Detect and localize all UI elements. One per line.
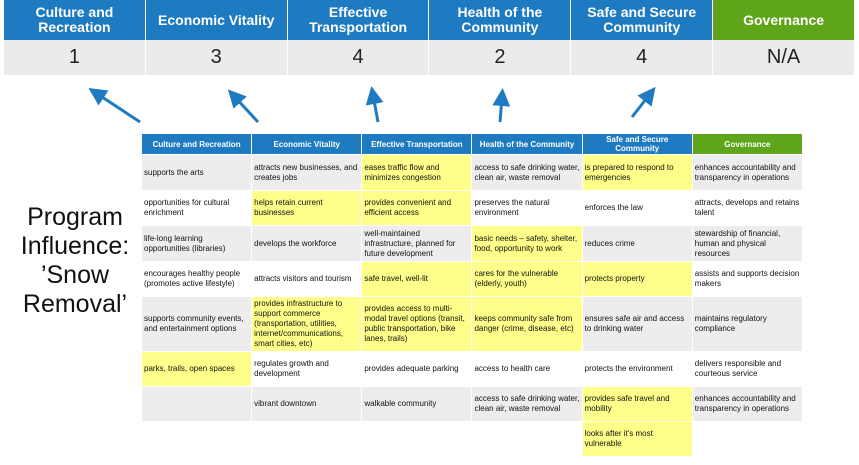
column-header: Governance [691, 133, 804, 155]
table-row: life-long learning opportunities (librar… [140, 225, 804, 262]
table-cell: life-long learning opportunities (librar… [140, 225, 253, 262]
category-score: N/A [713, 40, 855, 75]
table-cell [140, 386, 253, 422]
column-header: Effective Transportation [361, 133, 473, 155]
table-cell: is prepared to respond to emergencies [581, 154, 693, 191]
column-header: Culture and Recreation [140, 133, 253, 155]
table-cell: opportunities for cultural enrichment [140, 190, 253, 226]
table-cell: provides convenient and efficient access [361, 190, 473, 226]
category-score: 2 [429, 40, 572, 75]
table-cell: looks after it's most vulnerable [581, 421, 693, 457]
table-cell: walkable community [361, 386, 473, 422]
table-cell: access to safe drinking water, clean air… [471, 154, 583, 191]
table-cell: vibrant downtown [251, 386, 363, 422]
table-cell: protects property [581, 261, 693, 297]
category-header: Economic Vitality [145, 0, 288, 40]
table-cell: protects the environment [581, 351, 693, 387]
table-cell: maintains regulatory compliance [691, 296, 804, 352]
arrow-icon [365, 86, 384, 123]
table-cell: stewardship of financial, human and phys… [691, 225, 804, 262]
table-cell: enforces the law [581, 190, 693, 226]
table-cell: safe travel, well-lit [361, 261, 473, 297]
table-cell: ensures safe air and access to drinking … [581, 296, 693, 352]
table-cell: provides safe travel and mobility [581, 386, 693, 422]
column-header: Safe and Secure Community [581, 133, 693, 155]
criteria-table: Culture and Recreation Economic Vitality E… [140, 133, 804, 457]
table-cell: attracts visitors and tourism [251, 261, 363, 297]
table-cell: supports community events, and entertain… [140, 296, 253, 352]
label-line: Program [27, 203, 123, 231]
table-row: supports the arts attracts new businesses… [140, 154, 804, 191]
label-line: Influence: [20, 232, 130, 260]
table-cell: develops the workforce [251, 225, 363, 262]
category-score: 1 [4, 40, 146, 75]
table-cell: assists and supports decision makers [691, 261, 804, 297]
table-cell: provides access to multi-modal travel op… [361, 296, 473, 352]
table-cell: attracts, develops and retains talent [691, 190, 804, 226]
table-row: parks, trails, open spaces regulates grow… [140, 351, 804, 387]
table-cell: regulates growth and development [251, 351, 363, 387]
arrow-icon [227, 89, 260, 124]
table-cell [361, 421, 473, 457]
category-score: 4 [287, 40, 430, 75]
table-cell: preserves the natural environment [471, 190, 583, 226]
table-cell: supports the arts [140, 154, 253, 191]
table-row: encourages healthy people (promotes acti… [140, 261, 804, 297]
table-cell: encourages healthy people (promotes acti… [140, 261, 253, 297]
table-row: supports community events, and entertain… [140, 296, 804, 352]
table-cell [140, 421, 253, 457]
table-row: opportunities for cultural enrichment hel… [140, 190, 804, 226]
category-header: Safe and Secure Community [571, 0, 714, 40]
label-line: ’Snow [40, 261, 110, 289]
category-header: Health of the Community [429, 0, 572, 40]
table-row: looks after it's most vulnerable [140, 421, 804, 457]
table-row: vibrant downtown walkable community access… [140, 386, 804, 422]
table-cell: parks, trails, open spaces [140, 351, 253, 387]
category-header: Effective Transportation [287, 0, 430, 40]
arrow-icon [492, 88, 511, 123]
program-influence-label: Program Influence: ’Snow Removal’ [0, 203, 150, 319]
table-cell: eases traffic flow and minimizes congest… [361, 154, 473, 191]
category-header: Governance [713, 0, 855, 40]
table-cell: attracts new businesses, and creates job… [251, 154, 363, 191]
table-cell [471, 421, 583, 457]
column-header: Health of the Community [471, 133, 583, 155]
table-cell: basic needs – safety, shelter, food, opp… [471, 225, 583, 262]
column-header: Economic Vitality [251, 133, 363, 155]
table-cell: well-maintained infrastructure, planned … [361, 225, 473, 262]
table-cell: delivers responsible and courteous servi… [691, 351, 804, 387]
table-cell [251, 421, 363, 457]
table-cell: access to health care [471, 351, 583, 387]
table-cell: access to safe drinking water, clean air… [471, 386, 583, 422]
category-score: 3 [145, 40, 288, 75]
table-cell: enhances accountability and transparency… [691, 154, 804, 191]
table-cell: provides infrastructure to support comme… [251, 296, 363, 352]
table-cell: enhances accountability and transparency… [691, 386, 804, 422]
table-cell [691, 421, 804, 457]
label-line: Removal’ [22, 290, 128, 318]
category-score: 4 [571, 40, 714, 75]
table-cell: reduces crime [581, 225, 693, 262]
arrows [88, 86, 656, 124]
category-header: Culture and Recreation [4, 0, 146, 40]
arrow-icon [630, 86, 656, 118]
table-cell: provides adequate parking [361, 351, 473, 387]
table-cell: helps retain current businesses [251, 190, 363, 226]
arrow-icon [88, 88, 141, 124]
table-cell: cares for the vulnerable (elderly, youth… [471, 261, 583, 297]
table-cell: keeps community safe from danger (crime,… [471, 296, 583, 352]
score-summary: Culture and Recreation Economic Vitality E… [4, 0, 855, 75]
